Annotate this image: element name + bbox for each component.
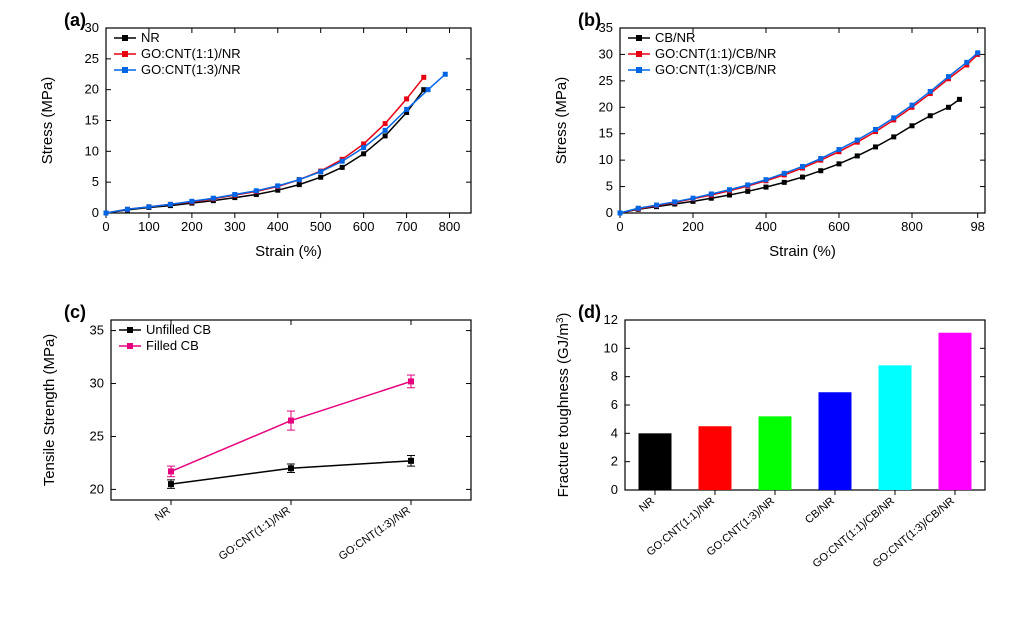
svg-text:CB/NR: CB/NR — [655, 30, 695, 45]
chart-a: 0 100 200 300 400 500 600 700 800 0 5 10 15 20 25 30 Str… — [36, 8, 486, 268]
svg-text:400: 400 — [267, 219, 289, 234]
svg-text:500: 500 — [310, 219, 332, 234]
svg-text:GO:CNT(1:1)/CB/NR: GO:CNT(1:1)/CB/NR — [655, 46, 776, 61]
svg-text:Unfilled CB: Unfilled CB — [146, 322, 211, 337]
chart-d: 024681012NRGO:CNT(1:1)/NRGO:CNT(1:3)/NRC… — [550, 300, 1000, 600]
panel-c: (c) 20 25 30 35 NR GO:CNT(1:1)/NR GO:CNT(1:3)/… — [36, 300, 486, 600]
svg-text:Stress (MPa): Stress (MPa) — [553, 77, 570, 165]
svg-text:NR: NR — [153, 505, 173, 524]
chart-c: 20 25 30 35 NR GO:CNT(1:1)/NR GO:CNT(1:3)/NR Te… — [36, 300, 486, 600]
svg-text:Filled CB: Filled CB — [146, 338, 199, 353]
svg-text:Stress (MPa): Stress (MPa) — [39, 77, 56, 165]
svg-text:NR: NR — [637, 495, 657, 514]
svg-text:0: 0 — [92, 205, 99, 220]
chart-b: 02004006008009805101520253035Strain (%)S… — [550, 8, 1000, 268]
svg-text:30: 30 — [85, 20, 99, 35]
svg-text:20: 20 — [85, 82, 99, 97]
svg-text:Strain (%): Strain (%) — [769, 243, 836, 260]
svg-text:GO:CNT(1:3)/NR: GO:CNT(1:3)/NR — [337, 505, 413, 563]
svg-text:12: 12 — [604, 312, 618, 327]
svg-text:4: 4 — [611, 425, 618, 440]
panel-b-label: (b) — [578, 10, 601, 31]
svg-text:0: 0 — [102, 219, 109, 234]
svg-text:0: 0 — [606, 205, 613, 220]
svg-text:15: 15 — [85, 113, 99, 128]
svg-text:100: 100 — [138, 219, 160, 234]
svg-text:Fracture toughness (GJ/m3): Fracture toughness (GJ/m3) — [555, 313, 573, 498]
svg-text:10: 10 — [604, 340, 618, 355]
svg-text:0: 0 — [611, 482, 618, 497]
svg-text:600: 600 — [353, 219, 375, 234]
svg-text:400: 400 — [755, 219, 777, 234]
svg-text:25: 25 — [599, 73, 613, 88]
svg-text:GO:CNT(1:3)/NR: GO:CNT(1:3)/NR — [141, 62, 241, 77]
panel-b: (b) 02004006008009805101520253035Strain … — [550, 8, 1000, 268]
panel-d-label: (d) — [578, 302, 601, 323]
svg-text:6: 6 — [611, 397, 618, 412]
svg-text:300: 300 — [224, 219, 246, 234]
svg-text:8: 8 — [611, 369, 618, 384]
svg-text:600: 600 — [828, 219, 850, 234]
svg-text:30: 30 — [599, 46, 613, 61]
svg-text:800: 800 — [439, 219, 461, 234]
svg-text:5: 5 — [92, 174, 99, 189]
svg-text:35: 35 — [90, 323, 104, 338]
panel-a-label: (a) — [64, 10, 86, 31]
svg-text:GO:CNT(1:1)/NR: GO:CNT(1:1)/NR — [141, 46, 241, 61]
svg-text:NR: NR — [141, 30, 160, 45]
svg-text:20: 20 — [90, 481, 104, 496]
svg-text:2: 2 — [611, 454, 618, 469]
panel-a: (a) 0 100 200 300 400 500 600 700 800 0 5 10 15 20 25 3… — [36, 8, 486, 268]
svg-text:0: 0 — [616, 219, 623, 234]
svg-text:800: 800 — [901, 219, 923, 234]
svg-text:30: 30 — [90, 376, 104, 391]
svg-text:200: 200 — [181, 219, 203, 234]
svg-text:200: 200 — [682, 219, 704, 234]
svg-text:700: 700 — [396, 219, 418, 234]
svg-text:Strain (%): Strain (%) — [255, 243, 322, 260]
svg-text:20: 20 — [599, 99, 613, 114]
svg-text:10: 10 — [85, 143, 99, 158]
svg-text:Tensile Strength (MPa): Tensile Strength (MPa) — [41, 334, 58, 487]
svg-text:25: 25 — [85, 51, 99, 66]
svg-text:25: 25 — [90, 428, 104, 443]
svg-text:5: 5 — [606, 179, 613, 194]
panel-c-label: (c) — [64, 302, 86, 323]
svg-text:GO:CNT(1:3)/CB/NR: GO:CNT(1:3)/CB/NR — [655, 62, 776, 77]
svg-text:10: 10 — [599, 152, 613, 167]
svg-text:GO:CNT(1:1)/NR: GO:CNT(1:1)/NR — [217, 505, 293, 563]
svg-text:15: 15 — [599, 126, 613, 141]
svg-text:CB/NR: CB/NR — [803, 495, 837, 526]
panel-d: (d) 024681012NRGO:CNT(1:1)/NRGO:CNT(1:3)… — [550, 300, 1000, 600]
svg-text:98: 98 — [970, 219, 984, 234]
